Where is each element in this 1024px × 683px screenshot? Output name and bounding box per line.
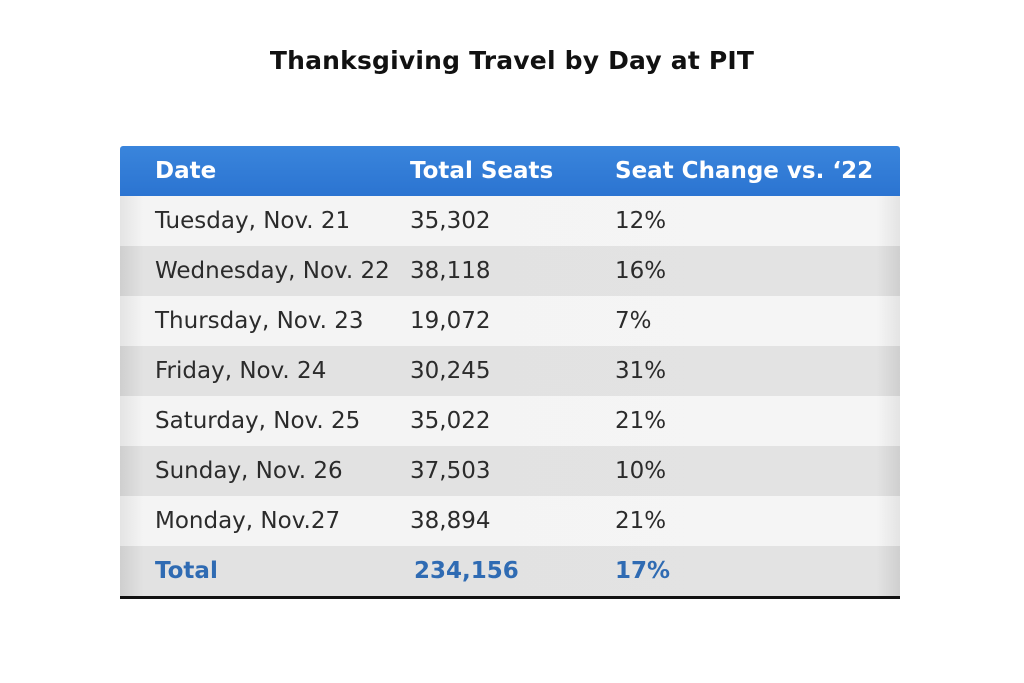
table-row: Tuesday, Nov. 21 35,302 12% [120,196,900,246]
cell-total-seats: 19,072 [410,308,491,334]
cell-date: Saturday, Nov. 25 [155,408,361,434]
cell-total-seats: 38,894 [410,508,491,534]
table-header-row: Date Total Seats Seat Change vs. ‘22 [120,146,900,196]
cell-date: Sunday, Nov. 26 [155,458,343,484]
cell-total-seats: 38,118 [410,258,491,284]
cell-seat-change: 21% [615,508,667,534]
table-row: Saturday, Nov. 25 35,022 21% [120,396,900,446]
cell-seat-change: 12% [615,208,667,234]
table-row: Thursday, Nov. 23 19,072 7% [120,296,900,346]
cell-date: Monday, Nov.27 [155,508,341,534]
cell-total-seats: 37,503 [410,458,491,484]
table-row: Sunday, Nov. 26 37,503 10% [120,446,900,496]
cell-total-seats: 35,022 [410,408,491,434]
cell-date: Friday, Nov. 24 [155,358,327,384]
cell-total-seats: 30,245 [410,358,491,384]
cell-date: Thursday, Nov. 23 [155,308,364,334]
table-row: Monday, Nov.27 38,894 21% [120,496,900,546]
total-seats-value: 234,156 [414,558,519,584]
cell-seat-change: 31% [615,358,667,384]
table-row: Friday, Nov. 24 30,245 31% [120,346,900,396]
header-date: Date [155,158,217,184]
cell-date: Tuesday, Nov. 21 [155,208,351,234]
travel-table: Date Total Seats Seat Change vs. ‘22 Tue… [120,146,900,599]
cell-total-seats: 35,302 [410,208,491,234]
header-total-seats: Total Seats [410,158,554,184]
table-row: Wednesday, Nov. 22 38,118 16% [120,246,900,296]
cell-seat-change: 21% [615,408,667,434]
table-total-row: Total 234,156 17% [120,546,900,599]
total-label: Total [155,558,218,584]
cell-seat-change: 10% [615,458,667,484]
cell-seat-change: 7% [615,308,652,334]
page-title: Thanksgiving Travel by Day at PIT [269,46,755,75]
header-seat-change: Seat Change vs. ‘22 [615,158,874,184]
total-seat-change-value: 17% [615,558,671,584]
cell-seat-change: 16% [615,258,667,284]
cell-date: Wednesday, Nov. 22 [155,258,390,284]
